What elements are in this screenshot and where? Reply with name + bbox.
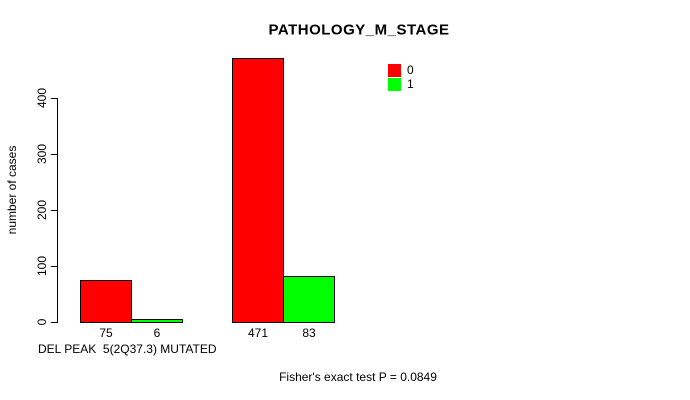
legend-row: 1: [388, 78, 414, 91]
chart-title: PATHOLOGY_M_STAGE: [268, 21, 450, 39]
bar-series-1-group-1: [131, 319, 183, 323]
legend-label: 0: [407, 63, 414, 77]
legend-swatch-icon: [388, 78, 401, 91]
y-tick-label: 200: [35, 199, 49, 221]
y-axis-label: number of cases: [5, 145, 19, 235]
bar-value-label: 6: [153, 326, 161, 340]
y-tick-label: 100: [35, 255, 49, 277]
legend-swatch-icon: [388, 64, 401, 77]
x-axis-label: DEL PEAK 5(2Q37.3) MUTATED: [38, 342, 217, 356]
y-tick-label: 300: [35, 143, 49, 165]
bar-series-0-group-2: [232, 58, 284, 323]
legend-row: 0: [388, 64, 414, 77]
y-tick-mark: [51, 322, 58, 323]
bar-value-label: 75: [99, 326, 113, 340]
y-tick-mark: [51, 98, 58, 99]
bar-value-label: 83: [302, 326, 316, 340]
y-tick-label: 0: [35, 318, 49, 326]
stat-annotation: Fisher's exact test P = 0.0849: [279, 370, 437, 384]
y-tick-label: 400: [35, 87, 49, 109]
y-tick-mark: [51, 210, 58, 211]
y-tick-mark: [51, 266, 58, 267]
bar-value-label: 471: [247, 326, 269, 340]
bar-series-1-group-2: [283, 276, 335, 323]
bar-series-0-group-1: [80, 280, 132, 323]
y-tick-mark: [51, 154, 58, 155]
legend-label: 1: [407, 77, 414, 91]
